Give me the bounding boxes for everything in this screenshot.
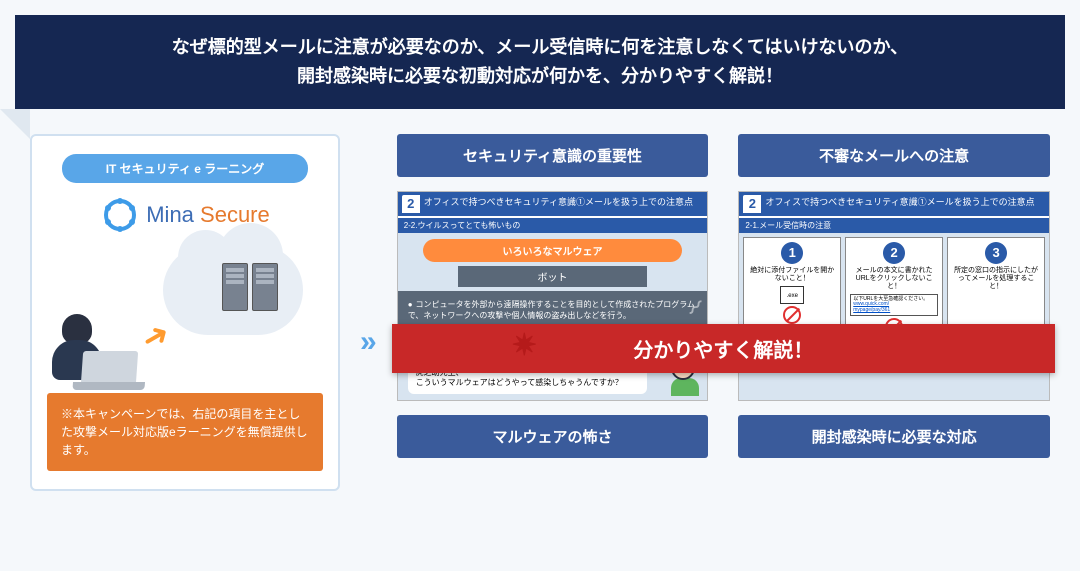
malware-type-label: ボット xyxy=(458,266,648,287)
slide-title: オフィスで持つべきセキュリティ意識①メールを扱う上での注意点 xyxy=(765,195,1034,213)
highlight-banner: 分かりやすく解説！ xyxy=(392,324,1055,373)
file-exe-icon: .exe xyxy=(780,286,804,304)
topic-tab-suspicious: 不審なメールへの注意 xyxy=(738,134,1050,177)
topic-tab-security: セキュリティ意識の重要性 xyxy=(397,134,709,177)
upload-arrow-icon: ➜ xyxy=(134,312,176,358)
header-line2: 開封感染時に必要な初動対応が何かを、分かりやすく解説！ xyxy=(45,62,1035,91)
main-content: IT セキュリティ e ラーニング Mina Secure ➜ ※本キャンペーン… xyxy=(0,109,1080,516)
url-example: 以下URLを大至急確認ください。 www.quick.com/ mypage/p… xyxy=(850,294,938,317)
logo-icon xyxy=(100,195,140,235)
laptop-icon xyxy=(81,351,138,385)
section-pill: いろいろなマルウェア xyxy=(423,239,683,262)
slide-title: オフィスで持つべきセキュリティ意識①メールを扱う上での注意点 xyxy=(424,195,693,213)
header-line1: なぜ標的型メールに注意が必要なのか、メール受信時に何を注意しなくてはいけないのか… xyxy=(45,33,1035,62)
slide-number: 2 xyxy=(402,195,420,213)
flow-arrow-icon: » xyxy=(360,325,377,359)
slide-subtitle: 2-2.ウイルスってとても怖いもの xyxy=(398,218,708,233)
topic-tab-response: 開封感染時に必要な対応 xyxy=(738,415,1050,458)
product-badge: IT セキュリティ e ラーニング xyxy=(62,154,308,183)
slide-subtitle: 2-1.メール受信時の注意 xyxy=(739,218,1049,233)
product-logo: Mina Secure xyxy=(47,195,323,235)
servers-icon xyxy=(222,263,278,311)
product-card: IT セキュリティ e ラーニング Mina Secure ➜ ※本キャンペーン… xyxy=(30,134,340,491)
slide-number: 2 xyxy=(743,195,761,213)
illustration: ➜ xyxy=(47,245,323,385)
topic-tab-malware: マルウェアの怖さ xyxy=(397,415,709,458)
header-banner: なぜ標的型メールに注意が必要なのか、メール受信時に何を注意しなくてはいけないのか… xyxy=(15,15,1065,109)
campaign-note: ※本キャンペーンでは、右記の項目を主とした攻撃メール対応版eラーニングを無償提供… xyxy=(47,393,323,471)
topics-panel: セキュリティ意識の重要性 不審なメールへの注意 2オフィスで持つべきセキュリティ… xyxy=(397,134,1050,472)
prohibit-icon xyxy=(783,306,801,324)
